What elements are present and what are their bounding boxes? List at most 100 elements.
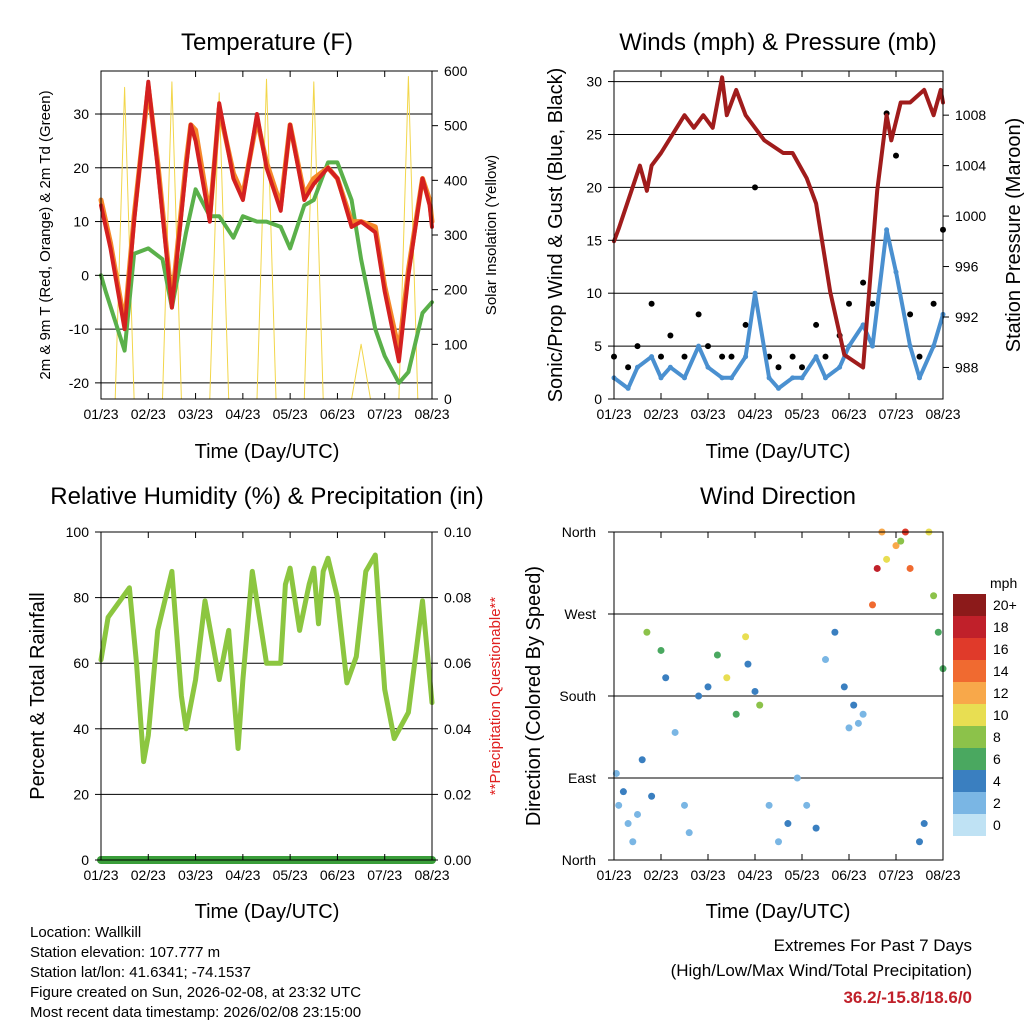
direction-point <box>624 820 632 828</box>
y2-tick-label: 988 <box>955 359 979 375</box>
direction-series <box>612 528 947 846</box>
wind-point <box>649 354 655 360</box>
direction-point <box>612 769 620 777</box>
wind-point <box>846 343 852 349</box>
wind-point <box>766 375 772 381</box>
gust-point <box>634 343 641 350</box>
colorbar-label: 8 <box>993 729 1001 745</box>
direction-point <box>723 674 731 682</box>
direction-point <box>930 592 938 600</box>
humidity-series <box>97 552 436 864</box>
wind-point <box>893 269 899 275</box>
temperature-panel: Temperature (F) -20-10010203001002003004… <box>37 29 500 463</box>
direction-point <box>859 710 867 718</box>
gust-point <box>813 321 820 328</box>
y2-tick-label: 0 <box>444 391 452 407</box>
colorbar-label: 12 <box>993 685 1009 701</box>
wind-point <box>729 375 734 381</box>
x-tick-label: 05/23 <box>273 406 308 422</box>
x-tick-label: 08/23 <box>925 867 960 883</box>
x-tick-label: 03/23 <box>690 406 725 422</box>
direction-point <box>643 628 651 636</box>
direction-point <box>916 838 923 846</box>
wind-point <box>625 385 631 391</box>
temperature-title: Temperature (F) <box>181 29 353 56</box>
winds-plot-frame <box>613 70 944 400</box>
colorbar-swatch <box>953 792 986 814</box>
x-tick-label: 01/23 <box>83 867 118 883</box>
colorbar-label: 14 <box>993 663 1009 679</box>
recent-timestamp: Most recent data timestamp: 2026/02/08 2… <box>30 1004 361 1021</box>
direction-point <box>681 801 688 809</box>
colorbar-label: 10 <box>993 707 1009 723</box>
figure-created: Figure created on Sun, 2026-02-08, at 23… <box>30 984 361 1001</box>
humidity-ticks: 0 20 40 60 80 100 0.00 0.02 0.04 0.06 0.08 0.10 01/2… <box>66 524 472 883</box>
y-tick-label: 5 <box>594 338 602 354</box>
wind-point <box>790 375 796 381</box>
y-tick-label: 20 <box>586 179 602 195</box>
humidity-ylabel: Percent & Total Rainfall <box>27 592 49 800</box>
wind-point <box>658 375 664 381</box>
wind-point <box>870 343 875 349</box>
winds-series <box>611 75 946 391</box>
gust-point <box>667 332 674 339</box>
direction-point <box>742 633 750 641</box>
x-tick-label: 03/23 <box>178 406 213 422</box>
gust-point <box>719 353 726 360</box>
y2-tick-label: 0.08 <box>444 590 471 606</box>
colorbar-swatch <box>953 704 986 726</box>
x-tick-label: 01/23 <box>83 406 118 422</box>
direction-point <box>883 555 891 563</box>
y-tick-label: -20 <box>69 375 89 391</box>
wind-point <box>931 343 937 349</box>
y-tick-label: 30 <box>73 106 89 122</box>
x-tick-label: 07/23 <box>367 406 402 422</box>
y2-tick-label: 300 <box>444 227 468 243</box>
y2-tick-label: 0.02 <box>444 786 471 802</box>
temperature-xlabel: Time (Day/UTC) <box>195 441 340 463</box>
colorbar-swatch <box>953 814 986 836</box>
direction-point <box>662 674 670 682</box>
y-tick-label: 60 <box>73 655 89 671</box>
direction-point <box>840 683 848 691</box>
temperature-y2label: Solar Insolation (Yellow) <box>483 155 500 315</box>
wind-point <box>907 343 913 349</box>
direction-point <box>920 820 928 828</box>
wind-point <box>705 364 711 370</box>
y2-tick-label: 1000 <box>955 208 986 224</box>
temperature-series <box>98 76 435 400</box>
x-tick-label: 04/23 <box>225 406 260 422</box>
station-info: Location: Wallkill Station elevation: 10… <box>30 924 361 1021</box>
colorbar-swatch <box>953 726 986 748</box>
y-tick-label: 40 <box>73 721 89 737</box>
wind-point <box>635 364 640 370</box>
x-tick-label: 02/23 <box>643 406 678 422</box>
gust-point <box>695 311 702 318</box>
direction-point <box>704 683 712 691</box>
y-tick-label: 10 <box>586 285 602 301</box>
direction-xlabel: Time (Day/UTC) <box>706 901 851 923</box>
y-tick-label: 0 <box>81 267 89 283</box>
y2-tick-label: 0.06 <box>444 655 471 671</box>
humidity-panel: Relative Humidity (%) & Precipitation (i… <box>27 483 504 923</box>
gust-point <box>846 300 852 307</box>
direction-point <box>845 724 853 732</box>
x-tick-label: 02/23 <box>643 867 678 883</box>
y2-tick-label: 0.00 <box>444 852 471 868</box>
gust-point <box>907 311 914 318</box>
direction-point <box>906 564 914 572</box>
station-location: Location: Wallkill <box>30 924 141 941</box>
wind-point <box>813 354 819 360</box>
colorbar-label: 2 <box>993 795 1001 811</box>
gust-point <box>869 300 876 307</box>
solar-insolation-line <box>114 76 419 400</box>
gust-point <box>658 353 664 360</box>
wind-point <box>752 290 758 296</box>
y2-tick-label: 400 <box>444 172 468 188</box>
direction-point <box>812 824 820 832</box>
wind-point <box>823 375 828 381</box>
precip-questionable-note: **Precipitation Questionable** <box>487 597 504 796</box>
x-tick-label: 08/23 <box>414 406 449 422</box>
direction-point <box>744 660 752 668</box>
y-tick-label: 30 <box>586 74 602 90</box>
